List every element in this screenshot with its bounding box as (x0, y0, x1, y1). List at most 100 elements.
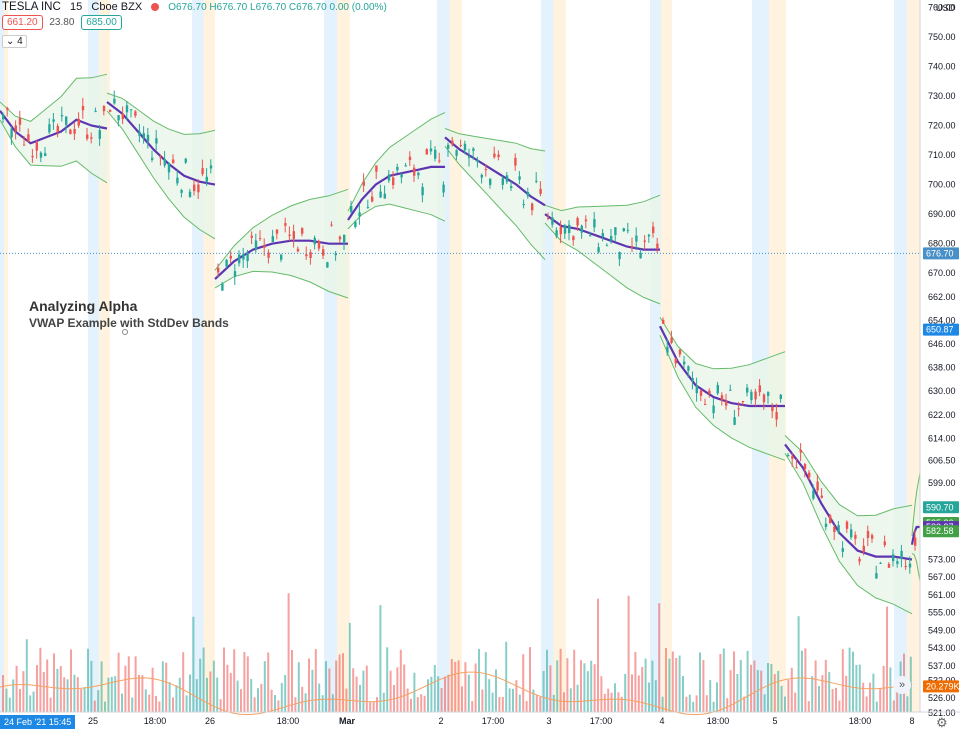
volume-bar (532, 689, 535, 712)
volume-bar (637, 675, 640, 712)
candle-body (81, 106, 85, 111)
volume-bar (389, 670, 392, 712)
candle-body (795, 467, 798, 469)
candle-body (172, 159, 175, 164)
volume-bar (161, 661, 164, 712)
band-fill (545, 195, 660, 304)
premarket-shade (192, 0, 204, 712)
candle-body (322, 249, 325, 256)
postmarket-shade (661, 0, 672, 712)
volume-bar (131, 697, 134, 712)
candle-body (102, 105, 106, 112)
volume-bar (70, 649, 72, 712)
buy-button[interactable]: 685.00 (81, 15, 122, 30)
y-tick-label: 654.00 (928, 315, 956, 325)
settings-gear-icon[interactable]: ⚙ (936, 715, 948, 730)
indicator-collapse-button[interactable]: ⌄ 4 (2, 35, 27, 48)
volume-bar (750, 664, 752, 712)
volume-bar (73, 674, 76, 712)
candle-body (2, 114, 5, 120)
candle-body (267, 252, 270, 258)
volume-bar (437, 676, 440, 712)
candle-body (875, 573, 878, 579)
volume-bar (352, 668, 355, 712)
candle-body (900, 550, 903, 559)
candle-body (699, 390, 703, 396)
sell-button[interactable]: 661.20 (2, 15, 43, 30)
candle-body (767, 392, 770, 396)
candle-body (188, 191, 192, 198)
volume-bar (675, 658, 678, 712)
volume-bar (763, 694, 766, 712)
volume-bar (559, 648, 562, 712)
volume-bar (236, 680, 239, 712)
annotation-title: Analyzing Alpha (29, 298, 138, 314)
volume-bar (151, 667, 154, 712)
scroll-to-realtime-button[interactable]: » (893, 676, 911, 694)
volume-bar (542, 670, 545, 712)
upper-band-line (106, 92, 216, 135)
volume-bar (580, 660, 582, 712)
price-label: 582.58 (926, 526, 954, 536)
y-tick-label: 549.00 (928, 625, 956, 635)
volume-bar (488, 679, 491, 712)
volume-bar (736, 673, 739, 712)
volume-bar (461, 686, 463, 712)
x-tick-label: 2 (438, 716, 443, 726)
candle-body (904, 566, 907, 568)
candle-body (720, 395, 724, 401)
premarket-shade (541, 0, 554, 712)
candle-body (301, 228, 304, 234)
double-chevron-right-icon: » (898, 679, 906, 691)
volume-bar (63, 677, 66, 712)
postmarket-shade (553, 0, 566, 712)
volume-bar (841, 649, 844, 712)
candle-body (387, 174, 391, 181)
candle-body (317, 241, 321, 249)
price-label: 590.70 (926, 502, 954, 512)
y-tick-label: 700.00 (928, 180, 956, 190)
volume-bar (807, 701, 810, 712)
volume-bar (46, 659, 49, 712)
candle-body (39, 152, 43, 158)
price-label-bg (923, 501, 959, 514)
candle-body (400, 173, 403, 178)
volume-bar (484, 652, 487, 712)
volume-bar (423, 695, 426, 712)
candle-body (729, 389, 732, 391)
currency-label: USD (936, 3, 956, 13)
volume-bar (107, 677, 110, 712)
candle-body (639, 252, 642, 259)
candle-body (404, 165, 407, 167)
interval-label[interactable]: 15 (69, 1, 83, 13)
y-tick-label: 614.00 (928, 433, 956, 443)
candle-body (593, 219, 596, 228)
annotation-anchor-icon[interactable] (122, 329, 128, 335)
volume-bar (369, 701, 372, 712)
volume-bar (892, 700, 895, 712)
volume-bar (573, 649, 576, 712)
lower-band-line (214, 270, 349, 299)
exchange-label: Cboe BZX (91, 1, 143, 13)
volume-bar (668, 658, 671, 712)
volume-bar (440, 687, 443, 712)
postmarket-shade (337, 0, 350, 712)
y-tick-label: 555.00 (928, 608, 956, 618)
candle-body (808, 472, 811, 478)
candle-body (572, 236, 575, 241)
volume-bar (53, 653, 55, 712)
candle-body (52, 119, 55, 122)
volume-bar (311, 669, 314, 712)
volume-bar (790, 667, 793, 712)
symbol-name[interactable]: TESLA INC (2, 1, 61, 13)
price-label: 650.87 (926, 325, 954, 335)
volume-bar (185, 695, 188, 712)
candle-body (313, 237, 316, 245)
ohlc-readout: O676.70 H676.70 L676.70 C676.70 0.00 (0.… (168, 2, 387, 13)
volume-bar (97, 690, 100, 712)
volume-bar (583, 663, 586, 712)
candle-body (69, 129, 72, 135)
volume-bar (838, 700, 841, 712)
price-axis-bg (920, 0, 960, 731)
